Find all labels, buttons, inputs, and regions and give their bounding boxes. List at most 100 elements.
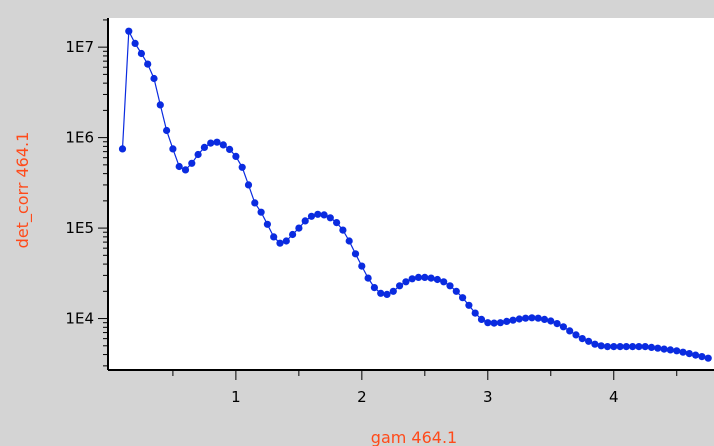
data-point [515,315,523,323]
series-layer [118,27,712,362]
x-tick-label: 4 [609,388,619,406]
data-point [452,287,460,295]
data-point [339,226,347,234]
data-point [490,319,498,327]
data-point [144,60,152,68]
data-point [578,335,586,343]
data-point [207,139,215,147]
data-point [465,301,473,309]
data-point [370,284,378,292]
data-point [503,317,511,325]
data-point [484,319,492,327]
data-point [257,208,265,216]
data-point [320,211,328,219]
y-axis-label: det_corr 464.1 [13,132,33,249]
data-point [421,273,429,281]
data-point [698,353,706,361]
y-tick-label: 1E7 [65,38,94,56]
data-point [289,230,297,239]
data-point [131,39,139,48]
data-point [610,343,618,351]
data-point [528,314,536,322]
data-point [540,315,549,323]
data-point [163,126,171,135]
data-point [414,273,423,281]
data-point [282,237,290,245]
data-point [666,346,675,354]
data-point [427,274,435,282]
data-point [654,344,662,352]
x-tick-label: 2 [357,388,367,406]
data-point [358,262,366,270]
data-point [647,343,656,351]
data-point [471,309,479,317]
x-tick-label: 3 [483,388,493,406]
data-point [446,282,454,290]
ticks-layer: 1 2 3 4 1E4 1E5 1E6 1E7 [65,19,678,406]
data-point [396,282,404,290]
y-tick-label: 1E6 [65,129,94,147]
data-point [156,101,164,109]
y-tick-label: 1E4 [65,310,94,328]
data-point [572,331,580,339]
data-point [692,351,700,359]
data-point [591,340,599,348]
data-point [175,162,183,171]
data-point [301,217,309,225]
data-point [169,145,177,153]
data-point [660,345,668,353]
data-point [408,275,416,283]
data-point [522,314,530,322]
data-point [685,350,693,358]
data-point [534,314,542,322]
data-point [150,74,158,83]
data-point [402,278,410,286]
data-point [314,210,322,218]
plot-area [108,18,714,370]
data-point [238,163,246,171]
data-point [364,274,372,282]
data-point [629,343,637,351]
data-point [377,289,385,297]
data-point [226,145,234,153]
data-point [125,27,133,35]
data-point [477,315,486,323]
data-point [200,143,208,151]
data-point [333,219,341,227]
data-point [194,150,202,159]
data-point [622,343,630,351]
data-point [603,343,612,351]
data-point [559,323,568,331]
data-point [496,319,504,327]
data-point [673,347,681,355]
data-point [641,343,649,351]
data-point [440,278,448,286]
data-point [509,316,517,324]
data-point [244,181,253,189]
data-point [433,275,441,284]
data-point [251,199,259,207]
x-axis-label: gam 464.1 [371,428,457,446]
data-point [679,348,687,356]
data-point [307,212,316,220]
data-point [232,152,240,160]
data-point [276,239,284,247]
data-point [118,145,127,153]
data-point [585,337,593,345]
data-point [616,343,624,351]
data-point [389,287,397,295]
y-tick-label: 1E5 [65,219,94,237]
data-point [704,354,712,362]
data-point [566,327,574,335]
data-point [137,49,145,58]
data-point [263,220,271,228]
data-point [553,320,561,328]
data-point [383,290,391,298]
data-point [270,233,278,241]
data-point [213,138,221,146]
x-tick-label: 1 [231,388,241,406]
data-point [295,224,303,232]
data-point [219,141,227,149]
data-point [188,159,196,167]
